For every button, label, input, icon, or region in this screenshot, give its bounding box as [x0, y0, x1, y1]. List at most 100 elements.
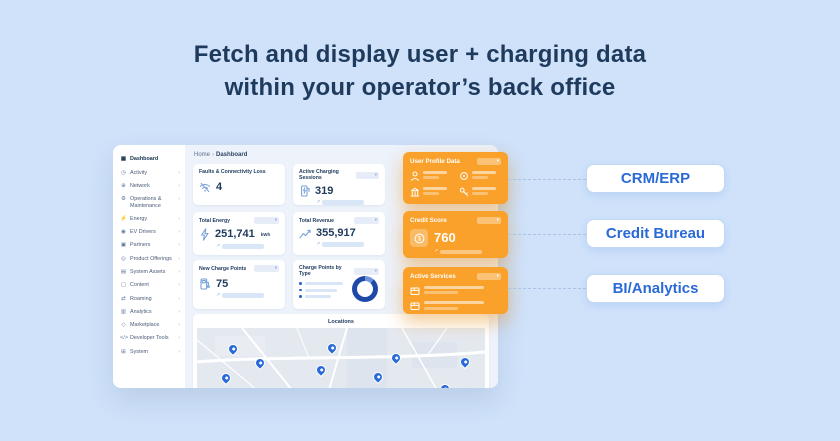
- package-icon: [410, 287, 420, 295]
- credit-score-value: 760: [434, 230, 456, 245]
- chevron-down-icon: ▾: [496, 217, 499, 223]
- chevron-right-icon: ›: [178, 169, 180, 176]
- sidebar-item-label: Marketplace: [130, 322, 160, 329]
- charge-points-by-type-dropdown[interactable]: ▾: [354, 267, 379, 275]
- sidebar-item-ev-drivers[interactable]: ◉ EV Drivers ›: [120, 226, 180, 239]
- chevron-right-icon: ›: [178, 308, 180, 315]
- active-services-dropdown[interactable]: ▾: [477, 273, 501, 280]
- chevron-right-icon: ›: [178, 335, 180, 342]
- profile-field: [410, 171, 452, 181]
- trend-bar: [222, 293, 265, 298]
- system-icon: ⊞: [121, 348, 126, 355]
- chevron-down-icon: ▾: [274, 217, 277, 223]
- sidebar-item-label: System Assets: [130, 268, 166, 275]
- profile-field: [459, 171, 501, 181]
- sidebar-item-label: Roaming: [130, 295, 152, 302]
- chevron-right-icon: ›: [178, 295, 180, 302]
- active-sessions-card-title: Active Charging Sessions: [299, 169, 339, 181]
- connector-line: [508, 179, 586, 180]
- chevron-down-icon: ▾: [274, 265, 277, 271]
- ev-drivers-icon: ◉: [121, 229, 126, 236]
- trend-up-icon: ↗: [216, 292, 221, 298]
- total-energy-unit: kWh: [260, 232, 271, 237]
- partners-icon: ▣: [120, 242, 127, 249]
- faults-card: Faults & Connectivity Loss 4: [193, 164, 285, 205]
- sidebar-item-label: Operations & Maintenance: [130, 196, 162, 209]
- sidebar-item-energy[interactable]: ⚡ Energy ›: [120, 212, 180, 225]
- marketplace-icon: ◇: [121, 322, 126, 329]
- sidebar-item-label: Network: [130, 182, 150, 189]
- connector-line: [508, 288, 586, 289]
- chevron-right-icon: ›: [178, 242, 180, 249]
- content-icon: ▢: [120, 282, 127, 289]
- active-services-title: Active Services: [410, 273, 456, 280]
- chevron-right-icon: ›: [178, 196, 180, 203]
- chevron-right-icon: ›: [178, 282, 180, 289]
- total-revenue-dropdown[interactable]: ▾: [354, 217, 379, 224]
- sidebar-item-roaming[interactable]: ⇄ Roaming ›: [120, 292, 180, 305]
- sidebar-item-label: Partners: [130, 242, 151, 249]
- sidebar-item-activity[interactable]: ◷ Activity ›: [120, 166, 180, 179]
- new-charge-points-value: 75: [216, 277, 229, 290]
- sidebar-item-network[interactable]: ⊕ Network ›: [120, 180, 180, 193]
- sidebar-item-product-offerings[interactable]: ◎ Product Offerings ›: [120, 252, 180, 265]
- locations-title: Locations: [328, 319, 354, 325]
- sidebar-item-label: Analytics: [130, 308, 152, 315]
- trend-up-icon: ↗: [316, 199, 321, 205]
- label-credit-bureau: Credit Bureau: [586, 219, 725, 248]
- profile-field: [459, 187, 501, 197]
- active-sessions-value: 319: [315, 184, 334, 197]
- system-assets-icon: ▤: [120, 268, 127, 275]
- sidebar-item-marketplace[interactable]: ◇ Marketplace ›: [120, 319, 180, 332]
- chevron-down-icon: ▾: [374, 171, 377, 177]
- sidebar-item-system[interactable]: ⊞ System ›: [120, 345, 180, 358]
- package-icon: [410, 302, 420, 310]
- sidebar-item-content[interactable]: ▢ Content ›: [120, 279, 180, 292]
- label-crm-erp: CRM/ERP: [586, 164, 725, 193]
- sidebar-item-operations-maintenance[interactable]: ⚙ Operations & Maintenance ›: [120, 193, 180, 213]
- legend-bar: [304, 288, 337, 292]
- network-icon: ⊕: [121, 182, 126, 189]
- sidebar-item-label: Product Offerings: [130, 255, 172, 262]
- faults-card-title: Faults & Connectivity Loss: [199, 169, 266, 175]
- chevron-right-icon: ›: [178, 348, 180, 355]
- locations-map[interactable]: [197, 328, 485, 388]
- user-profile-data-card: User Profile Data ▾: [403, 152, 508, 204]
- sidebar-item-label: Developer Tools: [130, 335, 169, 342]
- new-charge-points-dropdown[interactable]: ▾: [254, 265, 279, 272]
- ev-charger-icon: [299, 185, 310, 197]
- sidebar-item-analytics[interactable]: ▥ Analytics ›: [120, 306, 180, 319]
- breadcrumb-home[interactable]: Home: [194, 152, 211, 158]
- total-revenue-card: Total Revenue ▾ 355,917 ↗: [293, 212, 385, 255]
- total-energy-dropdown[interactable]: ▾: [254, 217, 279, 224]
- chevron-down-icon: ▾: [496, 158, 499, 164]
- sidebar-item-system-assets[interactable]: ▤ System Assets ›: [120, 266, 180, 279]
- charge-point-icon: [199, 278, 211, 290]
- total-energy-card-title: Total Energy: [199, 217, 231, 224]
- trend-bar: [322, 200, 365, 205]
- trend-bar: [322, 242, 365, 247]
- sidebar: ▦ Dashboard ◷ Activity › ⊕ Network › ⚙ O…: [113, 145, 185, 388]
- credit-score-dropdown[interactable]: ▾: [477, 217, 501, 224]
- faults-value: 4: [216, 181, 223, 193]
- chevron-right-icon: ›: [178, 229, 180, 236]
- sidebar-item-dashboard[interactable]: ▦ Dashboard: [120, 153, 180, 166]
- donut-legend: [299, 282, 379, 298]
- sidebar-item-developer-tools[interactable]: </> Developer Tools ›: [120, 332, 180, 345]
- sidebar-item-label: EV Drivers: [130, 229, 156, 236]
- dollar-coin-icon: $: [410, 229, 428, 247]
- sidebar-item-partners[interactable]: ▣ Partners ›: [120, 239, 180, 252]
- active-sessions-dropdown[interactable]: ▾: [356, 171, 379, 179]
- legend-bar: [304, 282, 343, 285]
- total-revenue-card-title: Total Revenue: [299, 217, 335, 224]
- activity-icon: ◷: [121, 169, 126, 176]
- total-revenue-value: 355,917: [316, 227, 356, 239]
- chevron-right-icon: ›: [178, 268, 180, 275]
- sidebar-item-label: Energy: [130, 215, 148, 222]
- user-profile-dropdown[interactable]: ▾: [477, 158, 501, 165]
- energy-icon: ⚡: [120, 215, 127, 222]
- label-bi-analytics: BI/Analytics: [586, 274, 725, 303]
- charge-points-by-type-title: Charge Points by Type: [299, 265, 342, 277]
- analytics-icon: ▥: [120, 308, 127, 315]
